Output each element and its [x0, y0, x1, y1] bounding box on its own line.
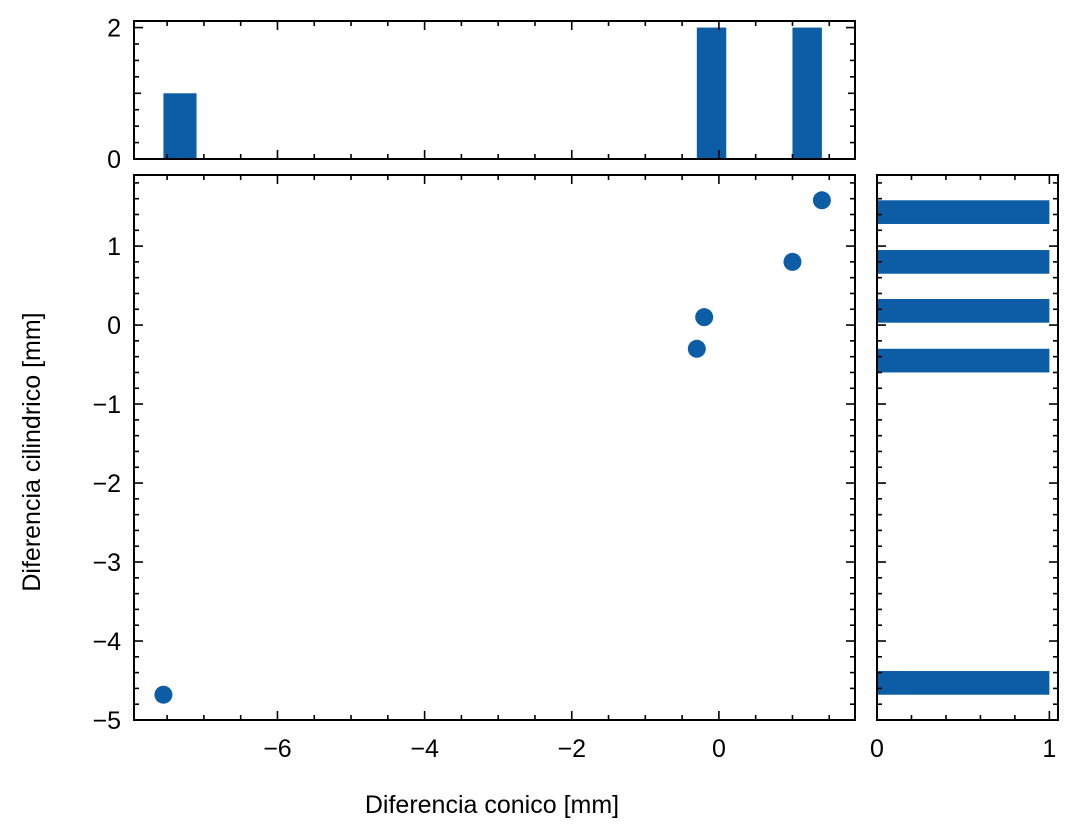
right-histogram-bar [877, 250, 1050, 274]
x-tick-label: −2 [557, 735, 586, 763]
y-tick-label: −1 [92, 391, 121, 419]
top-histogram-bar [163, 93, 197, 159]
top-histogram-bars [163, 27, 822, 160]
scatter-point [783, 252, 802, 271]
top-histogram-frame [133, 20, 856, 160]
y-tick-label: −5 [92, 707, 121, 735]
x-tick-label: −6 [263, 735, 292, 763]
right-histogram-bar [877, 671, 1050, 695]
x-tick-label: −4 [410, 735, 439, 763]
top-y-tick-label: 2 [107, 15, 121, 43]
right-x-tick-label: 0 [870, 735, 884, 763]
scatter-ticks: −6 −4 −2 0 −5 −4 −3 −2 −1 0 1 [92, 175, 855, 763]
scatter-point [154, 685, 173, 704]
scatter-point [812, 191, 831, 210]
right-histogram-bars [877, 200, 1050, 695]
right-x-tick-label: 1 [1042, 735, 1056, 763]
scatter-points [154, 191, 831, 704]
scatter-point [687, 339, 706, 358]
right-histogram-bar [877, 348, 1050, 373]
x-tick-label: 0 [712, 735, 726, 763]
y-tick-label: 0 [107, 312, 121, 340]
y-tick-label: −3 [92, 549, 121, 577]
y-tick-label: −2 [92, 470, 121, 498]
y-tick-label: −4 [92, 628, 121, 656]
scatter-frame [133, 174, 856, 721]
x-axis-label: Diferencia conico [mm] [365, 791, 619, 819]
scatter-point [695, 308, 714, 327]
scatter-plot: −6 −4 −2 0 −5 −4 −3 −2 −1 0 1 [92, 174, 856, 763]
right-histogram-frame [876, 174, 1059, 721]
y-tick-label: 1 [107, 233, 121, 261]
right-histogram-bar [877, 299, 1050, 323]
top-histogram: 02 [107, 15, 856, 174]
right-histogram-bar [877, 200, 1050, 224]
top-histogram-bar [696, 27, 727, 160]
top-histogram-bar [792, 27, 822, 160]
top-histogram-ticks: 02 [107, 15, 855, 174]
y-axis-label: Diferencia cilindrico [mm] [18, 312, 46, 591]
top-y-tick-label: 0 [107, 146, 121, 174]
